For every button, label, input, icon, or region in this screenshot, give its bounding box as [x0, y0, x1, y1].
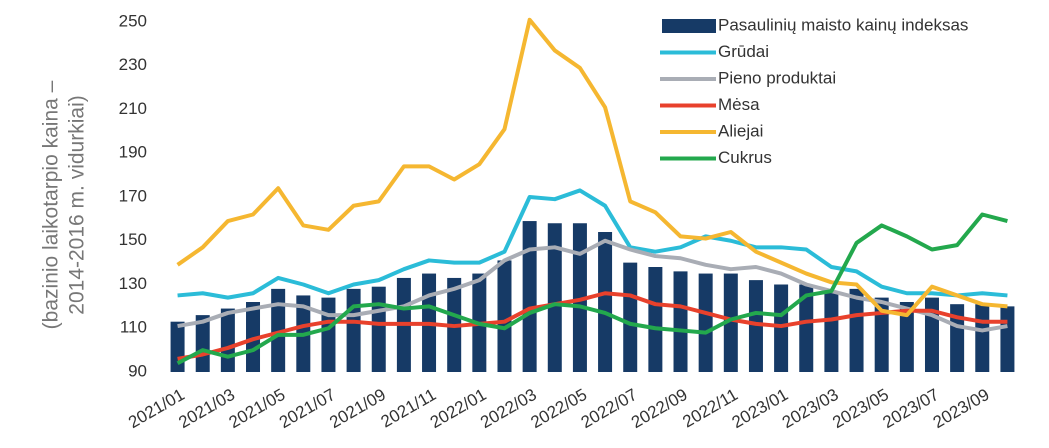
- bar: [723, 273, 738, 372]
- line: [177, 291, 1008, 361]
- bar: [673, 271, 688, 372]
- x-tick-label: 2023/01: [729, 385, 792, 432]
- bar: [246, 302, 261, 372]
- x-tick-label: 2022/09: [628, 385, 691, 432]
- legend-swatch: [662, 19, 716, 33]
- y-tick-label: 90: [128, 361, 147, 380]
- bar: [774, 284, 789, 372]
- y-axis-label: 2014-2016 m. vidurkiai): [66, 95, 89, 314]
- x-tick-label: 2021/05: [226, 385, 289, 432]
- y-tick-label: 250: [119, 11, 147, 30]
- bar: [195, 315, 210, 372]
- bar: [572, 223, 587, 372]
- x-tick-label: 2021/09: [326, 385, 389, 432]
- bar: [371, 286, 386, 372]
- x-tick-label: 2023/09: [930, 385, 993, 432]
- bar: [598, 232, 613, 372]
- legend-label: Mėsa: [718, 95, 760, 114]
- bar: [346, 288, 361, 372]
- x-tick-label: 2021/01: [125, 385, 188, 432]
- bar: [698, 273, 713, 372]
- x-tick-label: 2021/03: [175, 385, 238, 432]
- bar: [321, 297, 336, 372]
- bar: [899, 302, 914, 372]
- y-tick-label: 230: [119, 55, 147, 74]
- x-tick-label: 2023/03: [779, 385, 842, 432]
- x-tick-label: 2022/03: [477, 385, 540, 432]
- bar: [1000, 306, 1015, 372]
- bar: [623, 262, 638, 372]
- y-tick-label: 190: [119, 143, 147, 162]
- bar: [874, 297, 889, 372]
- x-tick-label: 2022/01: [427, 385, 490, 432]
- legend-label: Grūdai: [718, 42, 769, 61]
- bar: [547, 223, 562, 372]
- line: [176, 17, 1008, 318]
- line: [176, 212, 1008, 366]
- bar: [799, 284, 814, 372]
- y-tick-label: 170: [119, 186, 147, 205]
- y-tick-label: 210: [119, 99, 147, 118]
- x-tick-label: 2021/07: [276, 385, 339, 432]
- bar: [220, 308, 235, 372]
- x-tick-label: 2023/07: [880, 385, 943, 432]
- bar: [522, 221, 537, 372]
- bar: [950, 304, 965, 372]
- bar: [170, 321, 185, 372]
- legend-label: Aliejai: [718, 121, 763, 140]
- legend-label: Cukrus: [718, 148, 772, 167]
- x-tick-label: 2022/05: [527, 385, 590, 432]
- legend-label: Pasaulinių maisto kainų indeksas: [718, 15, 968, 34]
- bar: [648, 267, 663, 372]
- x-tick-label: 2022/11: [679, 385, 741, 432]
- bar: [975, 304, 990, 372]
- y-tick-label: 110: [120, 318, 147, 337]
- bar: [849, 288, 864, 372]
- y-axis-label: (bazinio laikotarpio kaina –: [40, 80, 63, 329]
- bar: [748, 280, 763, 372]
- x-tick-label: 2022/07: [578, 385, 641, 432]
- bar: [824, 291, 839, 372]
- line: [177, 188, 1008, 300]
- bar: [271, 288, 286, 372]
- y-tick-label: 150: [119, 230, 147, 249]
- y-tick-label: 130: [119, 274, 147, 293]
- legend-label: Pieno produktai: [718, 68, 836, 87]
- bar: [497, 260, 512, 372]
- x-tick-label: 2021/11: [378, 385, 440, 432]
- x-tick-label: 2023/05: [829, 385, 892, 432]
